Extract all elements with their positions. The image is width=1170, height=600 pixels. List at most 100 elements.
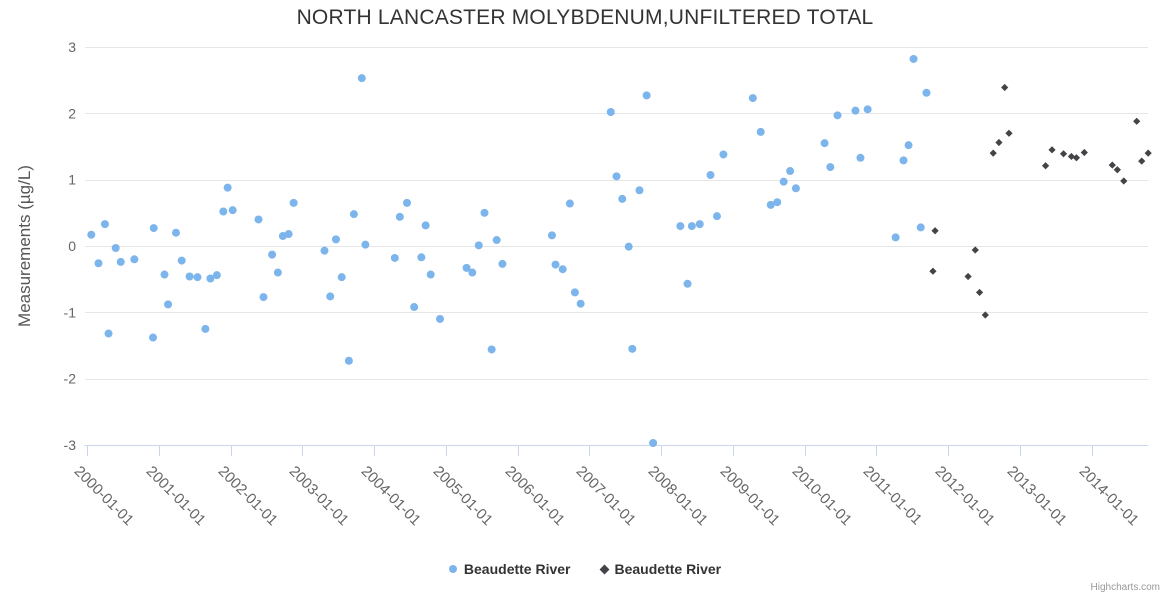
scatter-point-circle[interactable]: [618, 194, 627, 203]
scatter-point-diamond[interactable]: [1048, 146, 1056, 154]
scatter-point-circle[interactable]: [326, 292, 335, 301]
scatter-point-circle[interactable]: [130, 255, 139, 264]
scatter-point-circle[interactable]: [201, 324, 210, 333]
scatter-point-circle[interactable]: [94, 259, 103, 268]
scatter-point-circle[interactable]: [149, 224, 158, 233]
scatter-point-circle[interactable]: [612, 172, 621, 181]
scatter-point-circle[interactable]: [160, 270, 169, 279]
scatter-point-circle[interactable]: [361, 240, 370, 249]
scatter-point-circle[interactable]: [576, 299, 585, 308]
scatter-point-diamond[interactable]: [1144, 149, 1152, 157]
scatter-point-circle[interactable]: [820, 139, 829, 148]
legend-item-beaudette-river-diamond[interactable]: Beaudette River: [599, 561, 721, 577]
scatter-point-circle[interactable]: [683, 279, 692, 288]
scatter-point-circle[interactable]: [833, 111, 842, 120]
scatter-point-circle[interactable]: [635, 186, 644, 195]
scatter-point-circle[interactable]: [606, 108, 615, 117]
scatter-point-circle[interactable]: [565, 199, 574, 208]
scatter-point-circle[interactable]: [87, 230, 96, 239]
scatter-point-diamond[interactable]: [1072, 154, 1081, 162]
scatter-point-circle[interactable]: [100, 220, 109, 229]
scatter-point-circle[interactable]: [766, 200, 775, 209]
scatter-point-circle[interactable]: [628, 344, 637, 353]
scatter-point-circle[interactable]: [676, 222, 685, 231]
scatter-point-circle[interactable]: [891, 233, 900, 242]
highcharts-credits-link[interactable]: Highcharts.com: [1090, 582, 1160, 593]
scatter-point-circle[interactable]: [171, 228, 180, 237]
scatter-point-circle[interactable]: [149, 333, 158, 342]
scatter-point-circle[interactable]: [417, 253, 426, 262]
scatter-point-circle[interactable]: [284, 230, 293, 239]
scatter-point-circle[interactable]: [558, 265, 567, 274]
scatter-point-circle[interactable]: [687, 222, 696, 231]
legend-item-beaudette-river-circle[interactable]: Beaudette River: [448, 561, 571, 577]
scatter-point-circle[interactable]: [492, 236, 501, 245]
scatter-point-circle[interactable]: [649, 439, 658, 448]
scatter-point-circle[interactable]: [268, 250, 277, 259]
scatter-point-circle[interactable]: [212, 271, 221, 280]
scatter-point-circle[interactable]: [916, 223, 925, 232]
scatter-point-diamond[interactable]: [1041, 162, 1050, 170]
scatter-point-circle[interactable]: [826, 163, 835, 172]
scatter-point-diamond[interactable]: [975, 288, 984, 297]
scatter-point-circle[interactable]: [922, 88, 931, 97]
scatter-point-circle[interactable]: [706, 171, 715, 180]
scatter-point-diamond[interactable]: [981, 311, 989, 319]
scatter-point-circle[interactable]: [104, 329, 113, 338]
scatter-point-circle[interactable]: [712, 212, 721, 221]
scatter-point-diamond[interactable]: [1133, 117, 1141, 125]
scatter-point-circle[interactable]: [185, 272, 194, 281]
scatter-point-circle[interactable]: [863, 105, 872, 114]
scatter-point-circle[interactable]: [349, 210, 358, 219]
scatter-point-circle[interactable]: [624, 242, 633, 251]
scatter-point-circle[interactable]: [856, 153, 865, 162]
scatter-point-circle[interactable]: [403, 198, 412, 207]
scatter-point-diamond[interactable]: [964, 272, 972, 281]
scatter-point-circle[interactable]: [899, 156, 908, 165]
scatter-point-circle[interactable]: [426, 270, 435, 279]
scatter-point-circle[interactable]: [851, 106, 860, 115]
scatter-point-diamond[interactable]: [1080, 148, 1088, 157]
scatter-point-circle[interactable]: [193, 273, 202, 282]
scatter-point-diamond[interactable]: [1113, 166, 1121, 174]
scatter-point-diamond[interactable]: [1108, 161, 1116, 169]
scatter-point-diamond[interactable]: [971, 246, 979, 254]
scatter-point-circle[interactable]: [642, 91, 651, 100]
scatter-point-circle[interactable]: [474, 241, 483, 250]
scatter-point-circle[interactable]: [219, 207, 228, 216]
scatter-point-circle[interactable]: [773, 198, 782, 207]
scatter-point-circle[interactable]: [116, 257, 125, 266]
scatter-point-circle[interactable]: [791, 184, 800, 193]
scatter-point-diamond[interactable]: [931, 227, 939, 235]
scatter-point-circle[interactable]: [421, 221, 430, 230]
scatter-point-circle[interactable]: [748, 94, 757, 103]
scatter-point-circle[interactable]: [436, 314, 445, 323]
scatter-point-circle[interactable]: [909, 54, 918, 63]
scatter-point-diamond[interactable]: [1059, 150, 1068, 158]
scatter-point-circle[interactable]: [177, 256, 186, 265]
scatter-point-circle[interactable]: [390, 253, 399, 262]
scatter-point-diamond[interactable]: [989, 149, 997, 157]
scatter-point-circle[interactable]: [357, 74, 366, 83]
scatter-point-diamond[interactable]: [1138, 157, 1146, 165]
scatter-point-circle[interactable]: [223, 183, 232, 192]
scatter-point-diamond[interactable]: [1067, 152, 1076, 161]
scatter-point-diamond[interactable]: [1120, 177, 1128, 185]
scatter-point-circle[interactable]: [259, 293, 268, 302]
scatter-point-circle[interactable]: [228, 206, 237, 215]
scatter-point-circle[interactable]: [547, 231, 556, 240]
scatter-point-circle[interactable]: [779, 177, 788, 186]
scatter-point-circle[interactable]: [289, 198, 298, 207]
scatter-point-circle[interactable]: [570, 288, 579, 297]
scatter-point-circle[interactable]: [480, 208, 489, 217]
scatter-point-diamond[interactable]: [995, 138, 1003, 147]
scatter-point-circle[interactable]: [904, 141, 913, 150]
scatter-point-circle[interactable]: [395, 212, 404, 221]
scatter-point-circle[interactable]: [487, 345, 496, 354]
scatter-point-diamond[interactable]: [929, 267, 937, 275]
scatter-point-circle[interactable]: [344, 356, 353, 365]
scatter-point-circle[interactable]: [498, 259, 507, 268]
scatter-point-circle[interactable]: [273, 268, 282, 277]
scatter-point-circle[interactable]: [164, 300, 173, 309]
scatter-point-circle[interactable]: [111, 243, 120, 252]
